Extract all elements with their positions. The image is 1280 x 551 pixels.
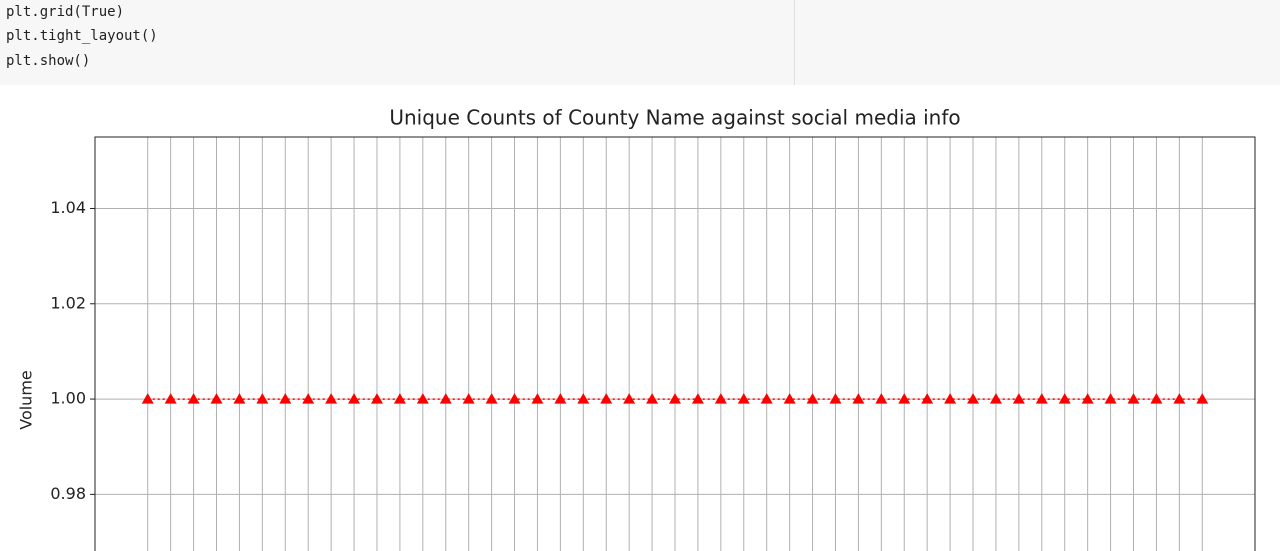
- data-point: [416, 393, 429, 404]
- data-point: [325, 393, 338, 404]
- data-point: [737, 393, 750, 404]
- data-point: [1104, 393, 1117, 404]
- data-point: [714, 393, 727, 404]
- y-tick-label: 1.02: [50, 293, 86, 312]
- data-point: [1012, 393, 1025, 404]
- data-point: [1150, 393, 1163, 404]
- code-cell[interactable]: plt.grid(True) plt.tight_layout() plt.sh…: [0, 0, 1280, 85]
- data-point: [669, 393, 681, 404]
- data-point: [852, 393, 865, 404]
- data-point: [829, 393, 842, 404]
- data-point: [302, 393, 315, 404]
- y-tick-label: 1.04: [50, 198, 86, 217]
- data-point: [279, 393, 292, 404]
- data-point: [691, 393, 704, 404]
- data-point: [577, 393, 590, 404]
- data-point: [210, 393, 223, 404]
- y-tick-label: 1.00: [50, 389, 86, 408]
- data-point: [348, 393, 361, 404]
- code-line: plt.grid(True): [6, 4, 125, 20]
- data-point: [164, 393, 177, 404]
- data-point: [256, 393, 269, 404]
- data-point: [439, 393, 452, 404]
- data-point: [806, 393, 819, 404]
- data-point: [875, 393, 888, 404]
- data-point: [600, 393, 613, 404]
- data-point: [485, 393, 498, 404]
- data-point: [989, 393, 1002, 404]
- y-tick-label: 0.98: [50, 484, 86, 503]
- data-point: [1127, 393, 1140, 404]
- data-point: [233, 393, 246, 404]
- data-point: [1196, 393, 1209, 404]
- data-point: [531, 393, 544, 404]
- chart-title: Unique Counts of County Name against soc…: [389, 106, 960, 130]
- data-point: [370, 393, 383, 404]
- data-point: [187, 393, 200, 404]
- plot-frame: [94, 136, 1256, 551]
- data-point: [508, 393, 521, 404]
- y-axis-label: Volume: [17, 370, 36, 430]
- cell-divider: [794, 0, 795, 85]
- data-point: [898, 393, 911, 404]
- data-point: [646, 393, 659, 404]
- data-point: [462, 393, 475, 404]
- code-line: plt.show(): [6, 53, 91, 69]
- data-point: [760, 393, 773, 404]
- data-point: [783, 393, 796, 404]
- data-point: [1081, 393, 1094, 404]
- data-point: [393, 393, 406, 404]
- code-line: plt.tight_layout(): [6, 28, 158, 44]
- data-point: [921, 393, 934, 404]
- data-point: [1173, 393, 1186, 404]
- data-point: [141, 393, 154, 404]
- data-point: [1058, 393, 1071, 404]
- data-point: [1035, 393, 1048, 404]
- data-point: [554, 393, 567, 404]
- data-point: [623, 393, 636, 404]
- data-point: [944, 393, 957, 404]
- plot-area: 1.04 1.02 1.00 0.98: [50, 136, 1256, 551]
- data-point: [967, 393, 980, 404]
